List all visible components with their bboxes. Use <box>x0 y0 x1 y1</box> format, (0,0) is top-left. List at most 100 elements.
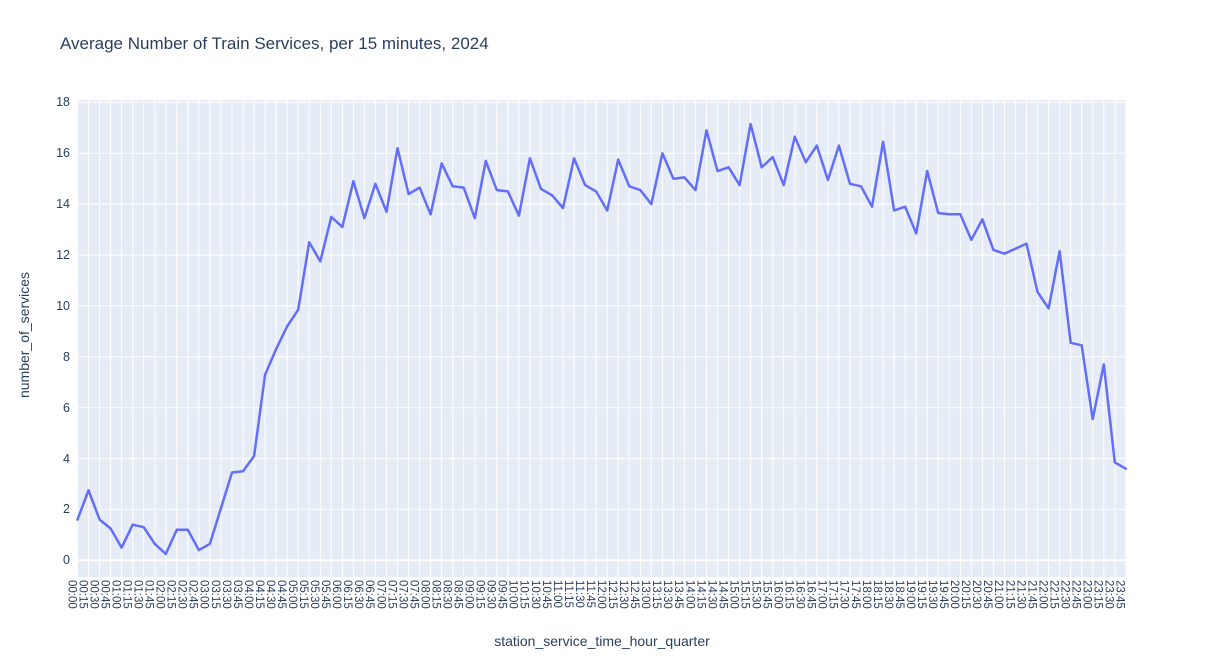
x-tick-label: 08:45 <box>451 580 464 609</box>
x-tick-label: 06:15 <box>341 580 354 609</box>
x-tick-label: 18:30 <box>881 580 894 609</box>
x-tick-label: 21:30 <box>1014 580 1027 609</box>
x-tick-label: 08:30 <box>440 580 453 609</box>
x-tick-label: 01:45 <box>142 580 155 609</box>
x-tick-label: 22:15 <box>1047 580 1060 609</box>
x-tick-label: 15:00 <box>727 580 740 609</box>
x-tick-label: 17:30 <box>837 580 850 609</box>
x-tick-label: 17:15 <box>826 580 839 609</box>
x-tick-label: 23:30 <box>1102 580 1115 609</box>
x-tick-label: 19:30 <box>926 580 939 609</box>
x-tick-label: 13:45 <box>672 580 685 609</box>
x-tick-label: 15:30 <box>749 580 762 609</box>
x-tick-label: 21:00 <box>992 580 1005 609</box>
x-tick-label: 16:15 <box>782 580 795 609</box>
x-tick-label: 02:45 <box>186 580 199 609</box>
x-tick-label: 15:45 <box>760 580 773 609</box>
x-tick-label: 07:15 <box>385 580 398 609</box>
x-tick-label: 11:00 <box>550 580 563 608</box>
chart-title: Average Number of Train Services, per 15… <box>60 34 489 53</box>
x-tick-label: 11:45 <box>583 580 596 608</box>
x-tick-label: 21:15 <box>1003 580 1016 609</box>
x-tick-label: 07:00 <box>374 580 387 609</box>
y-tick-label: 14 <box>56 197 70 212</box>
x-tick-label: 14:30 <box>705 580 718 609</box>
x-axis-title: station_service_time_hour_quarter <box>494 633 710 649</box>
x-tick-label: 08:15 <box>429 580 442 609</box>
x-tick-label: 22:00 <box>1036 580 1049 609</box>
x-tick-label: 12:45 <box>628 580 641 609</box>
x-tick-label: 03:30 <box>219 580 232 609</box>
x-tick-label: 10:30 <box>528 580 541 609</box>
x-tick-label: 04:15 <box>252 580 265 609</box>
x-tick-label: 17:45 <box>848 580 861 609</box>
x-tick-label: 16:30 <box>793 580 806 609</box>
x-tick-label: 09:45 <box>495 580 508 609</box>
x-tick-label: 15:15 <box>738 580 751 609</box>
y-tick-label: 16 <box>56 146 70 161</box>
x-tick-label: 20:00 <box>948 580 961 609</box>
x-tick-label: 12:15 <box>606 580 618 609</box>
x-tick-label: 12:00 <box>594 580 607 609</box>
x-tick-label: 03:45 <box>230 580 243 609</box>
x-tick-label: 06:00 <box>330 580 343 609</box>
x-tick-label: 13:00 <box>639 580 652 609</box>
x-tick-label: 18:15 <box>870 580 883 609</box>
x-tick-label: 02:00 <box>153 580 166 609</box>
y-tick-label: 12 <box>56 248 70 263</box>
x-tick-label: 18:00 <box>859 580 872 609</box>
x-tick-label: 00:00 <box>65 580 78 609</box>
x-tick-label: 14:15 <box>694 580 707 609</box>
x-tick-label: 07:30 <box>396 580 409 609</box>
x-tick-label: 14:00 <box>683 580 696 609</box>
x-tick-label: 10:00 <box>506 580 519 609</box>
x-tick-label: 14:45 <box>716 580 729 609</box>
y-tick-label: 18 <box>56 95 70 110</box>
x-tick-label: 21:45 <box>1025 580 1038 609</box>
y-tick-label: 2 <box>63 502 70 517</box>
x-tick-label: 10:45 <box>539 580 552 609</box>
x-tick-label: 20:45 <box>981 580 994 609</box>
x-tick-label: 10:15 <box>517 580 530 609</box>
x-tick-label: 16:00 <box>771 580 784 609</box>
x-tick-label: 20:15 <box>959 580 972 609</box>
y-tick-label: 10 <box>56 298 70 313</box>
x-tick-label: 11:30 <box>572 580 585 608</box>
x-tick-label: 06:30 <box>352 580 365 609</box>
y-tick-label: 6 <box>63 400 70 415</box>
x-tick-label: 02:30 <box>175 580 188 609</box>
x-tick-label: 12:30 <box>617 580 630 609</box>
y-tick-label: 0 <box>63 553 70 568</box>
x-tick-label: 06:45 <box>363 580 376 609</box>
x-tick-label: 13:30 <box>661 580 674 609</box>
x-tick-label: 01:15 <box>120 580 133 609</box>
x-tick-label: 13:15 <box>650 580 663 609</box>
x-tick-label: 05:30 <box>308 580 321 609</box>
x-tick-label: 05:45 <box>319 580 332 609</box>
x-tick-label: 04:30 <box>263 580 276 609</box>
x-tick-label: 08:00 <box>418 580 431 609</box>
x-tick-label: 16:45 <box>804 580 817 609</box>
y-tick-label: 8 <box>63 349 70 364</box>
x-tick-label: 22:30 <box>1058 580 1071 609</box>
x-tick-label: 01:30 <box>131 580 144 609</box>
x-tick-label: 00:45 <box>98 580 111 609</box>
x-tick-label: 02:15 <box>164 580 177 609</box>
x-tick-label: 23:45 <box>1113 580 1126 609</box>
x-tick-label: 07:45 <box>407 580 420 609</box>
x-tick-label: 00:30 <box>87 580 100 609</box>
x-tick-label: 09:00 <box>462 580 475 609</box>
x-tick-label: 23:00 <box>1080 580 1093 609</box>
x-tick-label: 00:15 <box>76 580 89 609</box>
x-tick-label: 22:45 <box>1069 580 1082 609</box>
y-tick-label: 4 <box>63 451 70 466</box>
x-tick-label: 11:15 <box>561 580 574 608</box>
x-tick-label: 03:00 <box>197 580 210 609</box>
x-tick-label: 01:00 <box>109 580 122 609</box>
x-tick-label: 03:15 <box>208 580 221 609</box>
x-tick-label: 19:00 <box>903 580 916 609</box>
x-tick-label: 17:00 <box>815 580 828 609</box>
x-tick-label: 19:45 <box>937 580 950 609</box>
